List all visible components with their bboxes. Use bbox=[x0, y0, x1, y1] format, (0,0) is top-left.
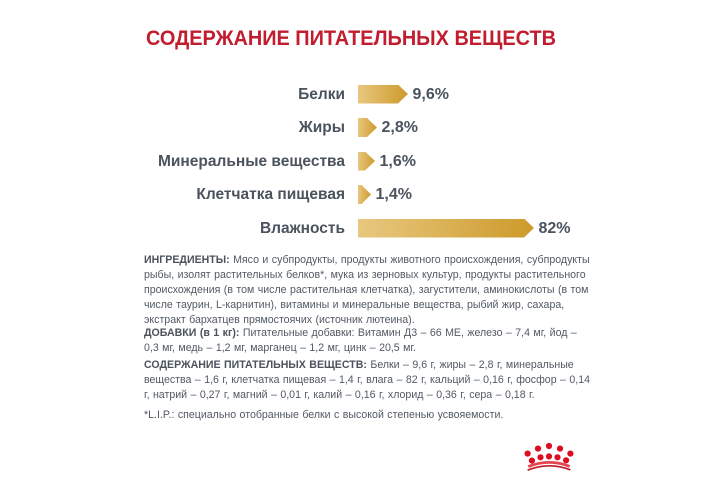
bar-category-label: Белки bbox=[298, 85, 345, 103]
bar bbox=[358, 85, 408, 104]
crown-dot bbox=[545, 442, 553, 450]
ingredients-lead: ИНГРЕДИЕНТЫ: bbox=[144, 253, 230, 266]
bar bbox=[358, 219, 534, 238]
bar-value-label: 9,6% bbox=[412, 85, 449, 103]
bar bbox=[358, 185, 371, 204]
crown-dot bbox=[554, 454, 561, 461]
crown-dot bbox=[524, 450, 531, 457]
nutrition-paragraph: СОДЕРЖАНИЕ ПИТАТЕЛЬНЫХ ВЕЩЕСТВ: Белки – … bbox=[144, 358, 592, 403]
bar-value-label: 1,4% bbox=[375, 186, 412, 203]
ingredients-paragraph: ИНГРЕДИЕНТЫ: Мясо и субпродукты, продукт… bbox=[144, 253, 592, 328]
bar-category-label: Клетчатка пищевая bbox=[196, 186, 345, 203]
crown-dot bbox=[545, 453, 553, 460]
nutrition-lead: СОДЕРЖАНИЕ ПИТАТЕЛЬНЫХ ВЕЩЕСТВ: bbox=[144, 359, 367, 372]
bar-value-label: 82% bbox=[538, 219, 571, 237]
chart-row: Белки 9,6% bbox=[0, 85, 715, 104]
additives-lead: ДОБАВКИ (в 1 кг): bbox=[144, 327, 240, 340]
chart-row: Влажность 82% bbox=[0, 219, 715, 238]
crown-dot bbox=[537, 454, 544, 461]
additives-text: Питательные добавки: Витамин Д3 – 66 МЕ,… bbox=[144, 327, 577, 355]
crown-dot bbox=[556, 445, 564, 452]
chart-row: Клетчатка пищевая 1,4% bbox=[0, 185, 715, 204]
bar-category-label: Минеральные вещества bbox=[157, 152, 345, 170]
crown-upper-band bbox=[527, 460, 571, 468]
bar-value-label: 1,6% bbox=[379, 152, 416, 170]
bar-value-label: 2,8% bbox=[381, 119, 418, 136]
bar-category-label: Влажность bbox=[259, 219, 345, 237]
footnote: *L.I.P.: специально отобранные белки с в… bbox=[144, 408, 504, 421]
crown-dot bbox=[563, 457, 570, 464]
royal-canin-crown-icon bbox=[524, 442, 574, 471]
chart-row: Минеральные вещества 1,6% bbox=[0, 152, 715, 171]
crown-dots-group bbox=[524, 442, 574, 464]
ingredients-text: Мясо и субпродукты, продукты животного п… bbox=[144, 253, 590, 326]
additives-paragraph: ДОБАВКИ (в 1 кг): Питательные добавки: В… bbox=[144, 326, 592, 356]
crown-lower-band bbox=[527, 464, 571, 471]
bar bbox=[358, 152, 375, 171]
nutrition-text: Белки – 9,6 г, жиры – 2,8 г, минеральные… bbox=[144, 359, 590, 402]
crown-dot bbox=[528, 457, 535, 464]
bar-category-label: Жиры bbox=[298, 119, 345, 136]
bar bbox=[358, 118, 377, 137]
crown-dot bbox=[567, 450, 574, 457]
crown-dot bbox=[534, 445, 542, 452]
chart-row: Жиры 2,8% bbox=[0, 118, 715, 137]
page-title: СОДЕРЖАНИЕ ПИТАТЕЛЬНЫХ ВЕЩЕСТВ bbox=[146, 25, 556, 50]
